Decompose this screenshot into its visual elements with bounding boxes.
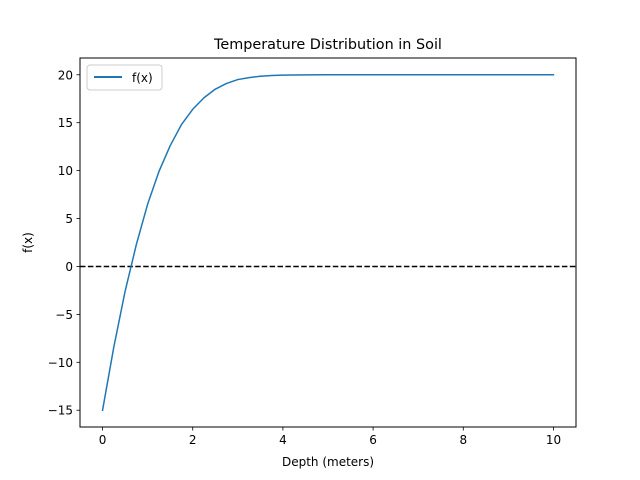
legend: f(x) [86, 64, 163, 91]
y-tick-label: −15 [48, 404, 73, 418]
plot-area [79, 57, 577, 428]
y-tick-label: −10 [48, 356, 73, 370]
y-tick-label: −5 [55, 308, 73, 322]
legend-box [86, 64, 163, 91]
x-tick-label: 10 [546, 433, 561, 447]
series-line-fx [101, 74, 555, 412]
x-tick-label: 4 [279, 433, 287, 447]
chart-title: Temperature Distribution in Soil [213, 37, 442, 53]
y-tick-label: 0 [65, 260, 73, 274]
x-tick-label: 0 [99, 433, 107, 447]
y-tick-label: 5 [65, 212, 73, 226]
y-axis-ticks: −15 −10 −5 0 5 10 15 20 [48, 68, 80, 418]
y-tick-label: 15 [58, 116, 73, 130]
x-axis-label: Depth (meters) [282, 455, 374, 469]
y-axis-label: f(x) [21, 232, 35, 253]
axes-frame [79, 57, 577, 428]
legend-label: f(x) [132, 71, 153, 85]
y-tick-label: 20 [58, 68, 73, 82]
x-tick-label: 6 [369, 433, 377, 447]
x-axis-ticks: 0 2 4 6 8 10 [99, 427, 561, 447]
x-tick-label: 2 [189, 433, 197, 447]
x-tick-label: 8 [459, 433, 467, 447]
series-layer [101, 74, 555, 412]
y-tick-label: 10 [58, 164, 73, 178]
